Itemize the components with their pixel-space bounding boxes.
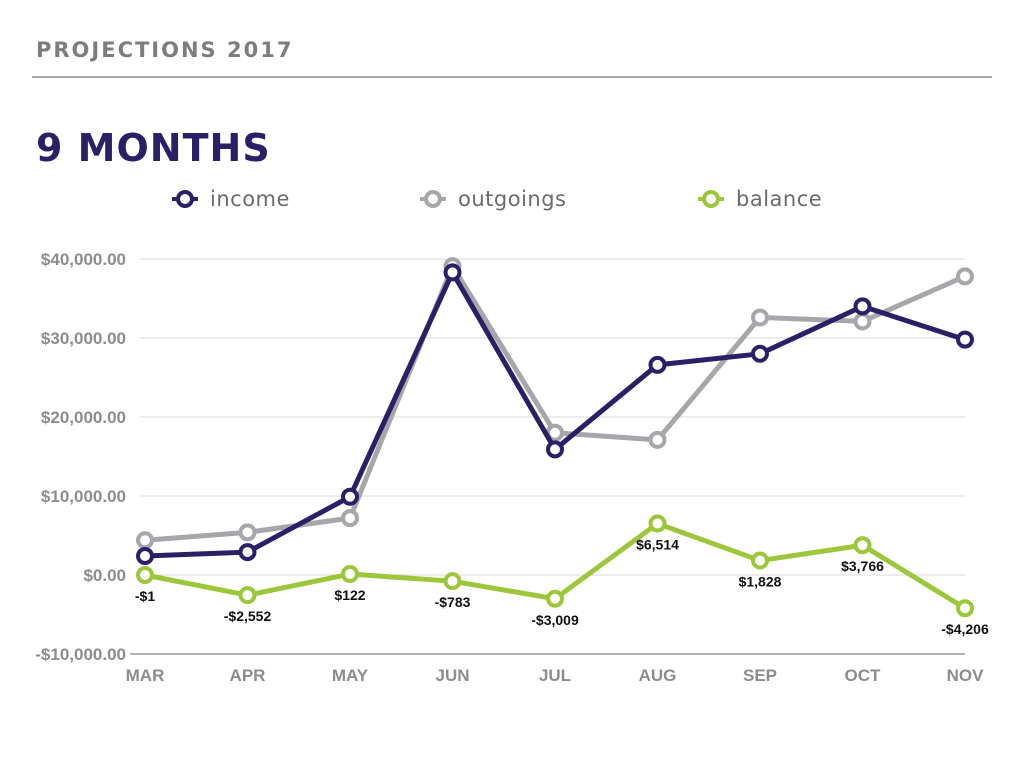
page-header-title: PROJECTIONS 2017 [36,38,294,62]
data-point-outgoings [648,430,667,449]
legend-outgoings-marker [420,190,446,208]
legend-income-label: income [210,187,290,211]
data-point-income [341,487,359,506]
data-label-balance: -$2,552 [224,608,272,624]
data-point-balance [648,514,667,533]
legend-balance-label: balance [736,187,823,211]
data-point-outgoings [136,531,154,550]
data-point-income [238,543,257,562]
legend-balance: balance [698,184,822,214]
x-tick-label: MAY [332,666,369,685]
data-point-balance [853,536,872,555]
x-tick-label: SEP [743,666,777,685]
legend-outgoings: outgoings [420,184,567,214]
data-point-balance [956,599,974,618]
x-tick-label: OCT [845,666,882,685]
x-tick-label: JUN [435,666,469,685]
data-point-income [546,440,564,459]
y-tick-label: $20,000.00 [41,408,126,427]
data-point-outgoings [341,509,359,528]
x-tick-label: AUG [639,666,677,685]
x-tick-label: APR [230,666,266,685]
header-divider [32,76,992,78]
data-label-balance: $122 [334,587,365,603]
series-line-outgoings [142,263,968,543]
x-tick-label: JUL [539,666,571,685]
data-label-balance: -$3,009 [531,612,579,628]
data-point-outgoings [238,523,257,542]
data-point-income [443,263,462,282]
legend-income-marker [172,190,198,208]
data-label-balance: -$1 [135,588,155,604]
data-label-balance: -$4,206 [941,621,989,637]
data-point-balance [751,551,769,570]
x-tick-label: NOV [947,666,985,685]
y-tick-label: $30,000.00 [41,329,126,348]
legend-balance-marker [698,190,724,208]
series-line-income [142,269,968,559]
data-label-balance: -$783 [435,594,471,610]
y-tick-label: $0.00 [83,566,126,585]
data-point-balance [238,586,257,605]
legend-income: income [172,184,290,214]
data-point-balance [136,566,154,585]
x-tick-label: MAR [126,666,165,685]
data-point-balance [341,565,359,584]
y-tick-label: $40,000.00 [41,250,126,269]
data-label-balance: $6,514 [636,537,679,553]
data-point-outgoings [853,312,872,331]
data-point-income [648,355,667,374]
data-point-income [751,344,769,363]
y-tick-label: $10,000.00 [41,487,126,506]
data-point-balance [546,589,564,608]
data-point-income [853,297,872,316]
legend-outgoings-label: outgoings [458,187,567,211]
data-label-balance: $1,828 [739,574,782,590]
data-point-balance [443,572,462,591]
data-point-outgoings [751,308,769,327]
y-tick-label: -$10,000.00 [35,645,126,664]
data-point-income [136,547,154,566]
data-point-outgoings [956,267,974,286]
data-label-balance: $3,766 [841,558,884,574]
data-point-income [956,330,974,349]
chart-title: 9 MONTHS [36,126,271,170]
